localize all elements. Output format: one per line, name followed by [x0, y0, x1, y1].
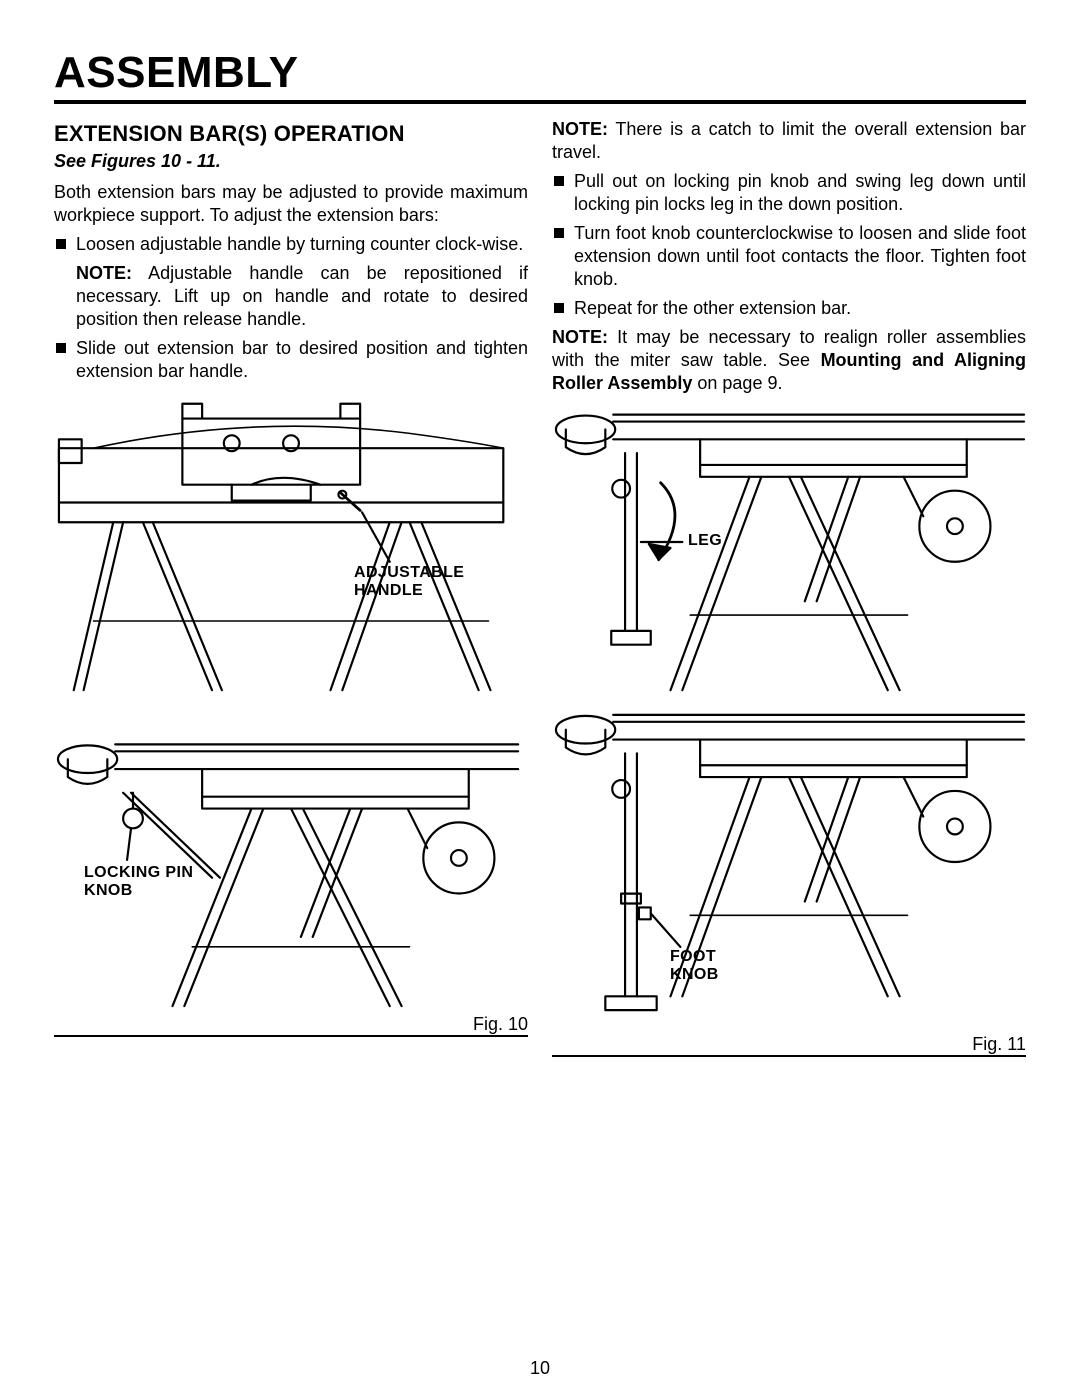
label-adjustable-handle: ADJUSTABLE HANDLE [354, 564, 464, 599]
note-text: NOTE: There is a catch to limit the over… [552, 118, 1026, 164]
left-column: EXTENSION BAR(S) OPERATION See Figures 1… [54, 118, 528, 395]
figure-10-column: ADJUSTABLE HANDLE [54, 392, 528, 1337]
figure-11-column: LEG [552, 392, 1026, 1337]
figure-10-bottom: LOCKING PIN KNOB [54, 698, 528, 1008]
figures-area: ADJUSTABLE HANDLE [54, 392, 1026, 1337]
bullet-item: Pull out on locking pin knob and swing l… [552, 170, 1026, 216]
note-text: NOTE: It may be necessary to realign rol… [552, 326, 1026, 395]
label-foot-knob: FOOT KNOB [670, 948, 719, 983]
bullet-item: Turn foot knob counterclockwise to loose… [552, 222, 1026, 291]
figure-reference: See Figures 10 - 11. [54, 150, 528, 173]
note-body: on page 9. [692, 373, 782, 393]
figure-10-top: ADJUSTABLE HANDLE [54, 392, 528, 692]
page-title: ASSEMBLY [54, 48, 1026, 104]
note-label: NOTE: [552, 327, 608, 347]
bullet-item: Repeat for the other extension bar. [552, 297, 1026, 320]
figure-10-rule [54, 1035, 528, 1037]
figure-10-caption: Fig. 10 [54, 1014, 528, 1035]
figure-11-rule [552, 1055, 1026, 1057]
figure-11-top: LEG [552, 392, 1026, 692]
label-leg: LEG [688, 532, 722, 550]
section-heading: EXTENSION BAR(S) OPERATION [54, 120, 528, 148]
bullet-item: Slide out extension bar to desired posit… [54, 337, 528, 383]
bullet-item: Loosen adjustable handle by turning coun… [54, 233, 528, 256]
intro-text: Both extension bars may be adjusted to p… [54, 181, 528, 227]
note-label: NOTE: [552, 119, 608, 139]
text-columns: EXTENSION BAR(S) OPERATION See Figures 1… [54, 118, 1026, 395]
note-label: NOTE: [76, 263, 132, 283]
right-column: NOTE: There is a catch to limit the over… [552, 118, 1026, 395]
figure-11-caption: Fig. 11 [552, 1034, 1026, 1055]
note-text: NOTE: Adjustable handle can be repositio… [54, 262, 528, 331]
page-number: 10 [0, 1358, 1080, 1379]
figure-11-bottom: FOOT KNOB [552, 698, 1026, 1028]
note-body: Adjustable handle can be repositioned if… [76, 263, 528, 329]
label-locking-pin-knob: LOCKING PIN KNOB [84, 864, 193, 899]
note-body: There is a catch to limit the overall ex… [552, 119, 1026, 162]
